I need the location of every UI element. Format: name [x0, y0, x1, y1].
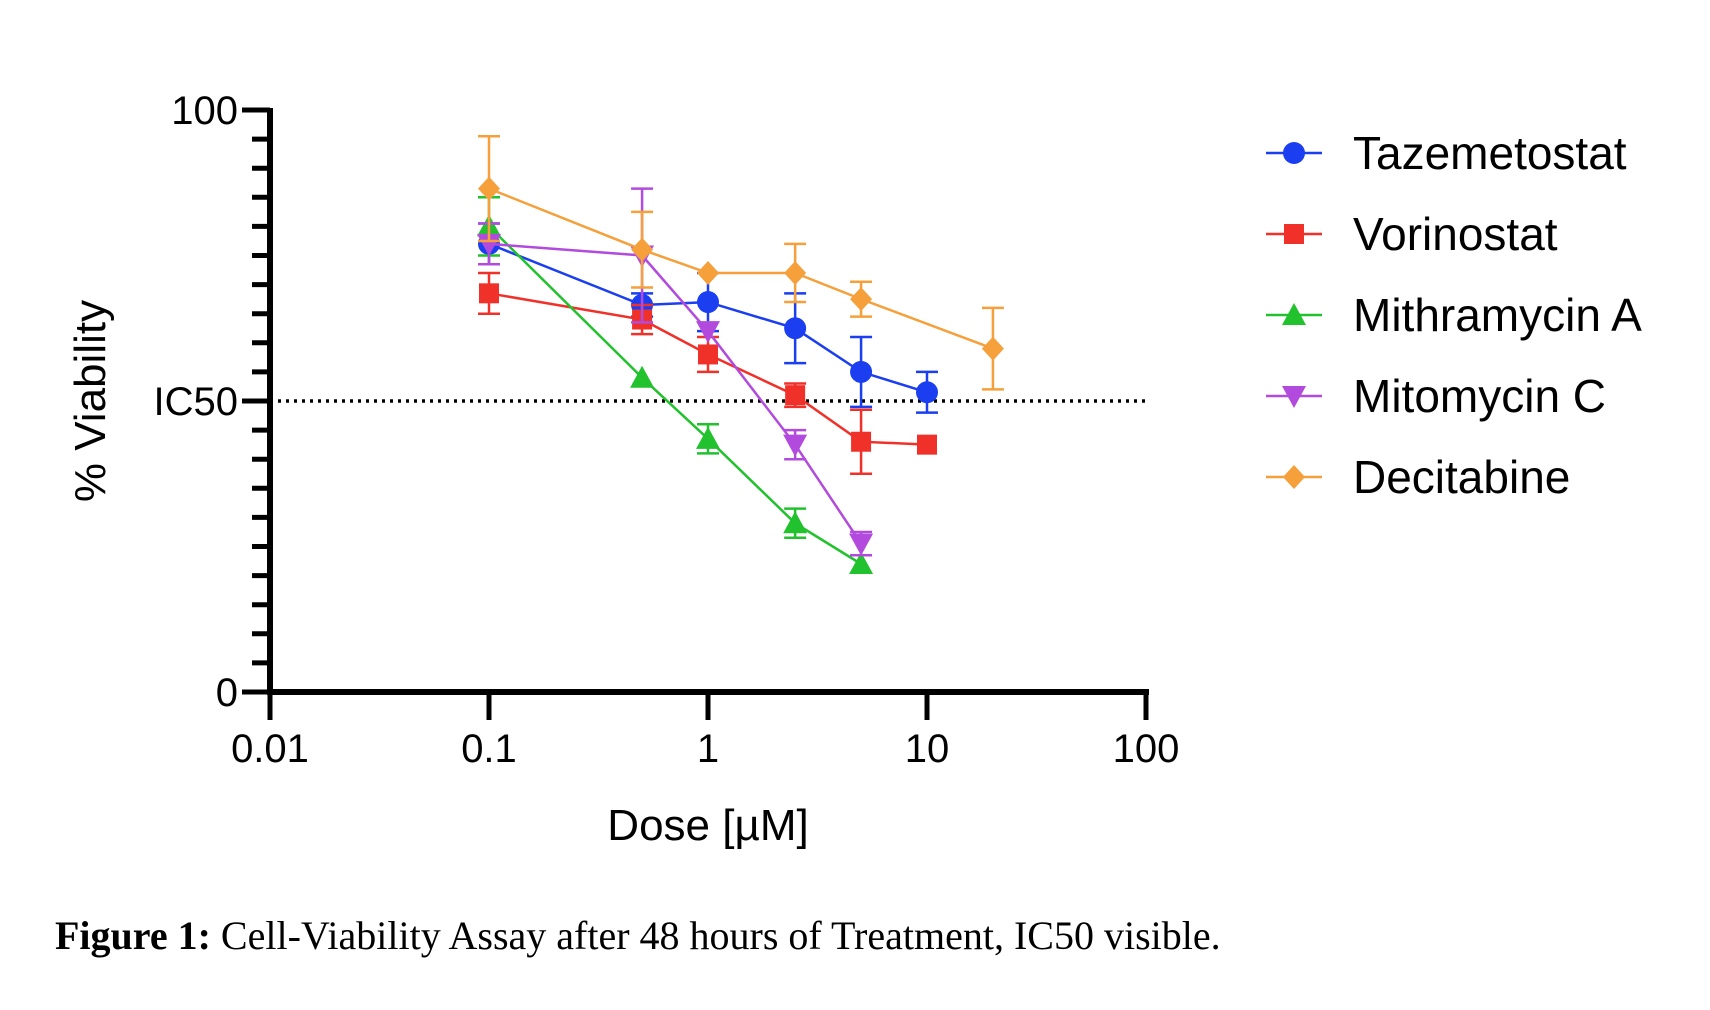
legend-marker — [1283, 142, 1305, 164]
legend-label: Tazemetostat — [1353, 127, 1627, 179]
series-mithramycin-a — [477, 196, 874, 574]
legend-marker — [1282, 303, 1306, 325]
y-tick-label: 100 — [171, 89, 238, 133]
legend-marker — [1282, 386, 1306, 408]
figure-caption: Figure 1: Cell-Viability Assay after 48 … — [55, 912, 1221, 959]
legend-label: Vorinostat — [1353, 208, 1558, 260]
x-tick-label: 1 — [697, 727, 719, 771]
data-point — [849, 551, 874, 574]
series-tazemetostat — [478, 222, 938, 414]
data-point — [916, 381, 938, 404]
legend-label: Mitomycin C — [1353, 370, 1606, 422]
legend-label: Decitabine — [1353, 451, 1570, 503]
series-line-tazemetostat — [488, 242, 928, 394]
data-point — [981, 336, 1004, 361]
data-point — [631, 237, 654, 262]
legend-marker — [1283, 465, 1305, 489]
y-axis-title: % Viability — [66, 300, 115, 502]
data-point — [850, 360, 873, 383]
caption-text: Cell-Viability Assay after 48 hours of T… — [210, 913, 1221, 958]
x-tick-label: 10 — [905, 727, 950, 771]
legend-item-tazemetostat: Tazemetostat — [1266, 127, 1627, 179]
series-line-mitomycin-c — [488, 242, 863, 545]
data-point — [697, 260, 719, 285]
data-point — [630, 365, 655, 388]
data-point — [849, 533, 874, 556]
legend-item-mitomycin-c: Mitomycin C — [1266, 370, 1606, 422]
legend-marker — [1284, 224, 1304, 244]
data-point — [783, 434, 808, 457]
legend: Tazemetostat Vorinostat Mithramycin A Mitom… — [1266, 127, 1642, 503]
legend-item-mithramycin-a: Mithramycin A — [1266, 289, 1642, 341]
data-point — [783, 511, 808, 534]
data-point — [698, 344, 718, 365]
data-point — [851, 431, 872, 452]
data-point — [697, 291, 719, 314]
series-line-decitabine — [488, 187, 994, 350]
data-point — [477, 233, 501, 256]
series-mitomycin-c — [477, 187, 874, 557]
series-layer — [477, 134, 1004, 574]
legend-label: Mithramycin A — [1353, 289, 1642, 341]
data-point — [696, 321, 720, 344]
data-point — [479, 283, 499, 304]
series-decitabine — [478, 134, 1004, 391]
legend-item-decitabine: Decitabine — [1266, 451, 1570, 503]
series-vorinostat — [478, 271, 937, 475]
axes: 0 100 IC50 0.01 0.1 1 10 100 Dose [µM] % Viabilit… — [66, 89, 1179, 850]
x-axis-title: Dose [µM] — [607, 801, 808, 850]
caption-label: Figure 1: — [55, 913, 211, 958]
y-tick-label: 0 — [216, 671, 238, 715]
data-point — [784, 317, 807, 340]
data-point — [850, 287, 873, 312]
data-point — [696, 426, 720, 449]
data-point — [784, 260, 807, 285]
x-tick-label: 0.01 — [231, 727, 309, 771]
series-line-vorinostat — [488, 292, 928, 446]
data-point — [785, 385, 806, 406]
x-tick-label: 100 — [1113, 727, 1180, 771]
legend-item-vorinostat: Vorinostat — [1266, 208, 1558, 260]
data-point — [478, 176, 500, 201]
data-point — [917, 434, 937, 455]
ic50-label: IC50 — [154, 380, 239, 424]
x-tick-label: 0.1 — [461, 727, 517, 771]
